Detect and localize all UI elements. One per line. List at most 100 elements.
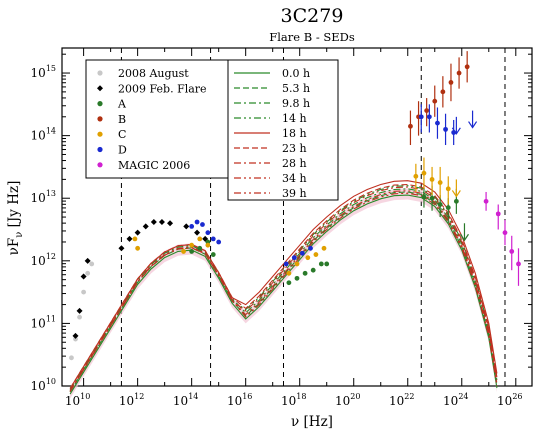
data-a-point <box>286 280 292 286</box>
data-c-upper-limit-arrow <box>451 190 461 198</box>
legend-label: 14 h <box>282 112 307 125</box>
data-a-point <box>429 195 435 201</box>
legend-label: MAGIC 2006 <box>118 159 190 172</box>
data-a-point <box>318 261 324 267</box>
data-2009-feb-flare-point <box>126 235 133 242</box>
data-c-point <box>135 245 141 251</box>
legend-data-box <box>85 59 237 179</box>
data-a-point <box>189 249 195 254</box>
data-c-point <box>437 180 443 185</box>
legend-label: 5.3 h <box>282 82 310 95</box>
data-d-point <box>216 239 222 245</box>
data-c-point <box>286 270 292 276</box>
data-c-point <box>445 186 451 192</box>
y-tick-label: 1015 <box>31 64 56 80</box>
data-c-point <box>205 242 211 248</box>
data-a-point <box>197 245 203 251</box>
y-tick-label: 1014 <box>31 127 56 143</box>
data-d-point <box>194 219 200 225</box>
chart-title: 3C279 <box>281 5 344 27</box>
data-b-point <box>448 80 454 85</box>
data-c-point <box>189 242 195 248</box>
data-c-point <box>294 261 300 267</box>
x-tick-label: 1022 <box>389 392 414 408</box>
data-c-point <box>421 170 427 176</box>
legend-marker <box>97 116 103 122</box>
chart-subtitle: Flare B - SEDs <box>269 30 355 44</box>
data-2009-feb-flare-point <box>142 223 149 230</box>
data-b-point <box>464 64 470 70</box>
data-a-point <box>210 252 216 257</box>
data-a-point <box>302 270 308 276</box>
legend-models-box <box>227 59 339 201</box>
data-b-point <box>456 70 462 76</box>
data-a-point <box>310 267 316 273</box>
y-tick-label: 1011 <box>31 314 56 330</box>
data-a-point <box>453 198 459 204</box>
data-d-point <box>189 223 195 229</box>
x-tick-label: 1010 <box>65 392 90 408</box>
data-d-upper-limit-arrow <box>468 121 478 129</box>
model-curve-39h <box>69 192 498 392</box>
data-c-point <box>181 249 186 254</box>
legend-label: B <box>118 113 126 126</box>
data-d-point <box>426 114 432 120</box>
data-d-upper-limit-arrow <box>451 127 461 135</box>
data-c-point <box>305 255 311 261</box>
data-2009-feb-flare-point <box>76 307 83 314</box>
legend-models: 0.0 h 5.3 h 9.8 h 14 h 18 h 23 h 28 h 34 h 39 h <box>227 59 339 201</box>
data-2009-feb-flare-point <box>80 273 87 280</box>
data-2009-feb-flare-point <box>167 220 174 227</box>
data-2008-august-point <box>89 261 95 267</box>
data-2009-feb-flare-point <box>158 219 165 226</box>
y-axis-label: νFν [Jy Hz] <box>6 181 25 256</box>
legend-marker <box>97 85 103 92</box>
data-a-point <box>294 275 300 281</box>
x-tick-label: 1018 <box>281 392 306 408</box>
data-c-point <box>132 236 138 242</box>
x-tick-label: 1014 <box>173 392 198 408</box>
data-b-point <box>432 98 438 104</box>
data-2009-feb-flare-point <box>150 219 157 226</box>
data-2008-august-point <box>85 270 91 276</box>
legend-marker <box>97 131 103 137</box>
data-magic-2006-point <box>495 211 501 217</box>
data-c-point <box>429 177 435 182</box>
data-magic-2006-point <box>483 198 489 204</box>
legend-label: 28 h <box>282 157 307 170</box>
data-magic-2006-point <box>502 230 508 236</box>
y-tick-label: 1013 <box>31 189 56 205</box>
data-2009-feb-flare-point <box>194 229 201 236</box>
data-d-point <box>308 245 313 251</box>
data-d-point <box>200 222 205 227</box>
legend-marker <box>97 146 103 153</box>
legend-marker <box>97 162 103 168</box>
legend-label: 9.8 h <box>282 97 310 110</box>
legend-label: 34 h <box>282 172 307 185</box>
legend-label: A <box>117 98 127 111</box>
x-tick-label: 1020 <box>335 392 360 408</box>
legend-marker <box>97 101 103 107</box>
data-b-point <box>424 108 430 113</box>
data-d-point <box>283 261 289 267</box>
data-a-point <box>421 194 427 200</box>
legend-label: 23 h <box>282 142 307 155</box>
data-d-point <box>210 236 216 242</box>
data-d-point <box>205 230 211 236</box>
data-d-point <box>291 255 297 261</box>
data-2009-feb-flare-point <box>84 257 91 264</box>
data-2009-feb-flare-point <box>72 332 79 339</box>
data-c-point <box>197 236 203 242</box>
plot-area <box>61 47 533 399</box>
data-2008-august-point <box>77 314 82 320</box>
data-d-point <box>435 120 440 126</box>
x-tick-label: 1024 <box>443 392 468 408</box>
x-tick-label: 1012 <box>119 392 144 408</box>
legend-label: 2008 August <box>118 67 189 80</box>
y-tick-label: 1010 <box>31 377 56 393</box>
data-b-point <box>440 89 446 95</box>
data-2009-feb-flare-point <box>134 229 141 236</box>
data-2009-feb-flare-point <box>118 245 125 252</box>
legend-marker <box>97 70 103 76</box>
